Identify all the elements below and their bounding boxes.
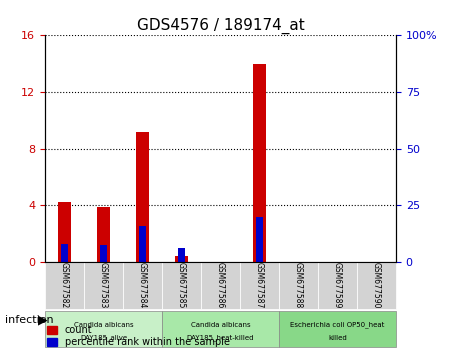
Text: GSM677583: GSM677583 bbox=[99, 262, 108, 309]
Bar bbox=[253, 64, 266, 262]
Legend: count, percentile rank within the sample: count, percentile rank within the sample bbox=[45, 323, 232, 349]
Bar bbox=[58, 202, 71, 262]
FancyBboxPatch shape bbox=[201, 262, 240, 309]
Text: DAY185_heat-killed: DAY185_heat-killed bbox=[187, 334, 254, 341]
FancyBboxPatch shape bbox=[357, 262, 396, 309]
Text: Candida albicans: Candida albicans bbox=[191, 322, 250, 328]
Bar bbox=[97, 207, 110, 262]
Text: GSM677582: GSM677582 bbox=[60, 262, 69, 308]
FancyBboxPatch shape bbox=[240, 262, 279, 309]
Text: infection: infection bbox=[4, 315, 53, 325]
Bar bbox=[256, 217, 263, 262]
Text: GSM677590: GSM677590 bbox=[372, 262, 381, 309]
Text: GSM677589: GSM677589 bbox=[333, 262, 342, 309]
Bar bbox=[175, 256, 189, 262]
FancyBboxPatch shape bbox=[162, 262, 201, 309]
FancyBboxPatch shape bbox=[318, 262, 357, 309]
Bar bbox=[136, 132, 149, 262]
Bar bbox=[178, 249, 185, 262]
Text: Escherichia coli OP50_heat: Escherichia coli OP50_heat bbox=[290, 321, 385, 328]
FancyBboxPatch shape bbox=[45, 311, 162, 347]
FancyBboxPatch shape bbox=[123, 262, 162, 309]
FancyBboxPatch shape bbox=[279, 262, 318, 309]
Bar bbox=[100, 245, 107, 262]
FancyBboxPatch shape bbox=[162, 311, 279, 347]
Text: GSM677584: GSM677584 bbox=[138, 262, 147, 309]
Text: killed: killed bbox=[328, 335, 347, 341]
FancyBboxPatch shape bbox=[45, 262, 84, 309]
FancyBboxPatch shape bbox=[279, 311, 396, 347]
Text: GSM677587: GSM677587 bbox=[255, 262, 264, 309]
Text: GSM677586: GSM677586 bbox=[216, 262, 225, 309]
FancyBboxPatch shape bbox=[84, 262, 123, 309]
Bar bbox=[61, 244, 68, 262]
Text: ▶: ▶ bbox=[38, 314, 48, 327]
Title: GDS4576 / 189174_at: GDS4576 / 189174_at bbox=[137, 18, 304, 34]
Text: GSM677588: GSM677588 bbox=[294, 262, 303, 308]
Bar bbox=[139, 226, 146, 262]
Text: Candida albicans: Candida albicans bbox=[74, 322, 133, 328]
Text: DAY185_alive: DAY185_alive bbox=[80, 334, 127, 341]
Text: GSM677585: GSM677585 bbox=[177, 262, 186, 309]
